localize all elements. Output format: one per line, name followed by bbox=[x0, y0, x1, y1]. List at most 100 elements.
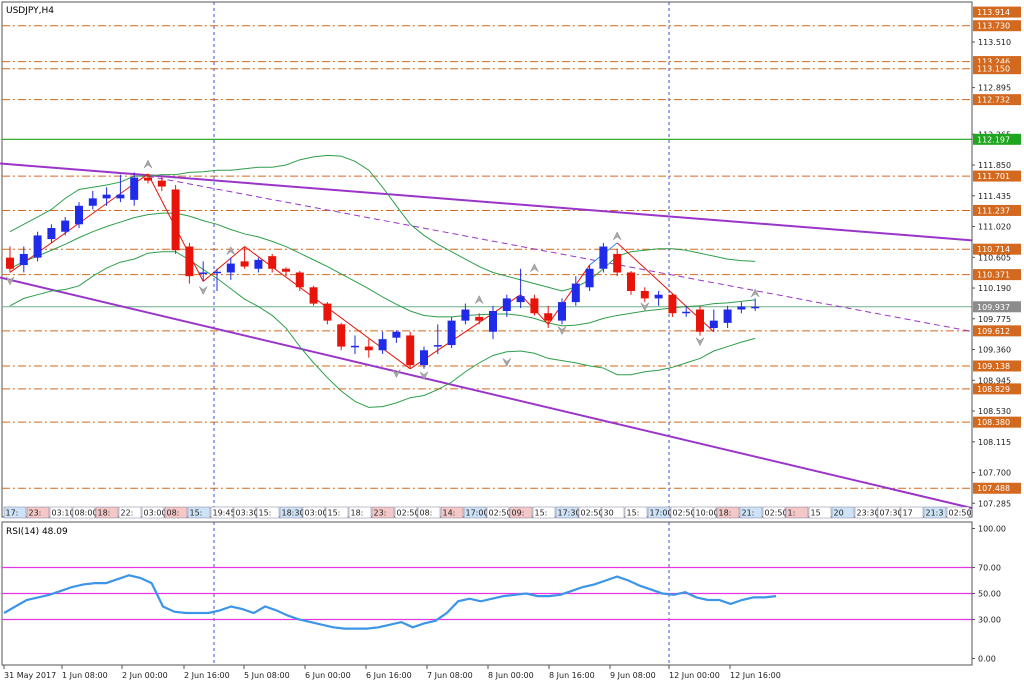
price-tick-label: 108.115 bbox=[978, 438, 1011, 447]
support-price-tag-label: 112.197 bbox=[977, 135, 1010, 144]
time-tick-label: 7 Jun 08:00 bbox=[427, 671, 473, 680]
candle-bull bbox=[737, 306, 746, 310]
candle-bull bbox=[392, 331, 401, 338]
session-marker-label: 1: bbox=[788, 509, 796, 518]
candle-bull bbox=[516, 296, 525, 303]
top-price-tag-box bbox=[973, 6, 1021, 18]
price-tick-label: 113.510 bbox=[978, 38, 1011, 47]
session-marker-label: 02:50 bbox=[397, 509, 420, 518]
session-marker-label: 19:45 bbox=[213, 509, 236, 518]
vertical-separators bbox=[213, 2, 670, 517]
time-tick-label: 5 Jun 08:00 bbox=[244, 671, 290, 680]
session-marker-label: 21: bbox=[742, 509, 755, 518]
session-marker-box bbox=[348, 506, 372, 519]
level-price-tag-box bbox=[973, 243, 1021, 255]
candle-bear bbox=[627, 272, 635, 291]
session-markers: 17: 23: 03:10 08:00 18: 22: 03:00 08: 15: 19:45 03… bbox=[3, 506, 972, 519]
candle-bear bbox=[323, 303, 332, 321]
price-pane: 17: 23: 03:10 08:00 18: 22: 03:00 08: 15: 19:45 03… bbox=[0, 1, 973, 519]
price-tick-label: 109.360 bbox=[978, 346, 1011, 355]
fractal-up-arrow bbox=[530, 263, 539, 272]
session-marker-label: 14: bbox=[443, 509, 456, 518]
candle-bull bbox=[254, 259, 263, 269]
time-tick-label: 2 Jun 16:00 bbox=[184, 671, 230, 680]
candle-bear bbox=[544, 313, 553, 321]
session-marker-box bbox=[785, 506, 809, 519]
price-tick-label: 107.700 bbox=[978, 469, 1011, 478]
fractal-up-arrow bbox=[474, 295, 484, 304]
rsi-axis: 100.00 70.00 50.00 30.00 0.00 bbox=[971, 522, 1006, 665]
candle-bear bbox=[475, 316, 484, 321]
level-price-tag-label: 107.488 bbox=[977, 484, 1010, 493]
session-marker-box bbox=[877, 506, 901, 519]
level-price-tag-label: 111.237 bbox=[977, 206, 1010, 215]
fractal-down-arrow bbox=[557, 326, 567, 336]
session-marker-box bbox=[279, 506, 303, 519]
level-price-tag-box bbox=[973, 269, 1021, 281]
fractal-down-arrow bbox=[198, 286, 208, 296]
level-price-tag-box bbox=[973, 416, 1021, 428]
session-marker-box bbox=[693, 506, 717, 519]
candle-bull bbox=[447, 320, 456, 346]
rsi-tick-label: 50.00 bbox=[978, 590, 1001, 599]
session-marker-label: 21:3 bbox=[926, 509, 944, 518]
session-marker-label: 02:50 bbox=[949, 509, 972, 518]
session-marker-box bbox=[601, 506, 625, 519]
session-marker-label: 02:50 bbox=[765, 509, 788, 518]
session-marker-label: 18: bbox=[98, 509, 111, 518]
candle-bear bbox=[337, 324, 346, 347]
fractal-down-arrow bbox=[695, 337, 705, 347]
level-price-tag-label: 110.714 bbox=[977, 245, 1010, 254]
candle-bear bbox=[268, 256, 277, 269]
price-tick-label: 111.850 bbox=[978, 161, 1011, 170]
time-tick-label: 9 Jun 08:00 bbox=[610, 671, 656, 680]
session-marker-label: 17: bbox=[6, 509, 19, 518]
session-marker-box bbox=[509, 506, 533, 519]
fractal-down-arrow bbox=[5, 276, 15, 286]
session-marker-label: 20 bbox=[834, 509, 844, 518]
session-marker-label: 17:00 bbox=[466, 509, 489, 518]
candle-bear bbox=[185, 246, 194, 277]
candle-bull bbox=[489, 311, 497, 332]
price-tick-label: 111.435 bbox=[978, 192, 1011, 201]
candle-bull bbox=[433, 345, 442, 347]
session-marker-label: 18: bbox=[719, 509, 732, 518]
session-marker-box bbox=[325, 506, 349, 519]
zigzag-segment bbox=[202, 246, 245, 282]
session-marker-box bbox=[923, 506, 947, 519]
session-marker-box bbox=[49, 506, 73, 519]
candle-bull bbox=[558, 302, 566, 321]
candle-bear bbox=[240, 261, 249, 267]
session-marker-box bbox=[624, 506, 648, 519]
fractal-up-arrow bbox=[750, 288, 760, 298]
horizontal-levels bbox=[2, 25, 972, 489]
level-price-tag-label: 108.380 bbox=[977, 418, 1010, 427]
candle-bull bbox=[33, 235, 42, 258]
current-price-tag-box bbox=[973, 301, 1021, 313]
price-axis: 113.510112.895112.265111.850111.435111.0… bbox=[971, 2, 1021, 517]
candle-bull bbox=[19, 253, 28, 266]
level-price-tag-box bbox=[973, 383, 1021, 395]
candle-bull bbox=[102, 194, 111, 199]
price-tick-label: 108.530 bbox=[978, 407, 1011, 416]
candle-bear bbox=[364, 346, 373, 351]
session-marker-label: 15: bbox=[259, 509, 272, 518]
session-marker-box bbox=[187, 506, 211, 519]
time-tick-label: 6 Jun 16:00 bbox=[366, 671, 412, 680]
session-marker-label: 02:50 bbox=[489, 509, 512, 518]
channel-median-line bbox=[137, 173, 973, 332]
rsi-pane: RSI(14) 48.09 bbox=[1, 521, 973, 666]
symbol-title: USDJPY,H4 bbox=[6, 6, 54, 16]
price-tick-label: 110.605 bbox=[978, 253, 1011, 262]
rsi-levels bbox=[2, 566, 972, 621]
session-marker-box bbox=[72, 506, 96, 519]
session-marker-label: 07:30 bbox=[880, 509, 903, 518]
candle-bull bbox=[751, 306, 760, 309]
session-marker-box bbox=[394, 506, 418, 519]
candle-bull bbox=[420, 350, 428, 366]
rsi-series-line bbox=[3, 574, 777, 630]
candle-bull bbox=[61, 220, 70, 232]
rsi-tick-label: 100.00 bbox=[978, 525, 1006, 534]
candle-bull bbox=[116, 194, 125, 199]
session-marker-label: 03:30 bbox=[236, 509, 259, 518]
